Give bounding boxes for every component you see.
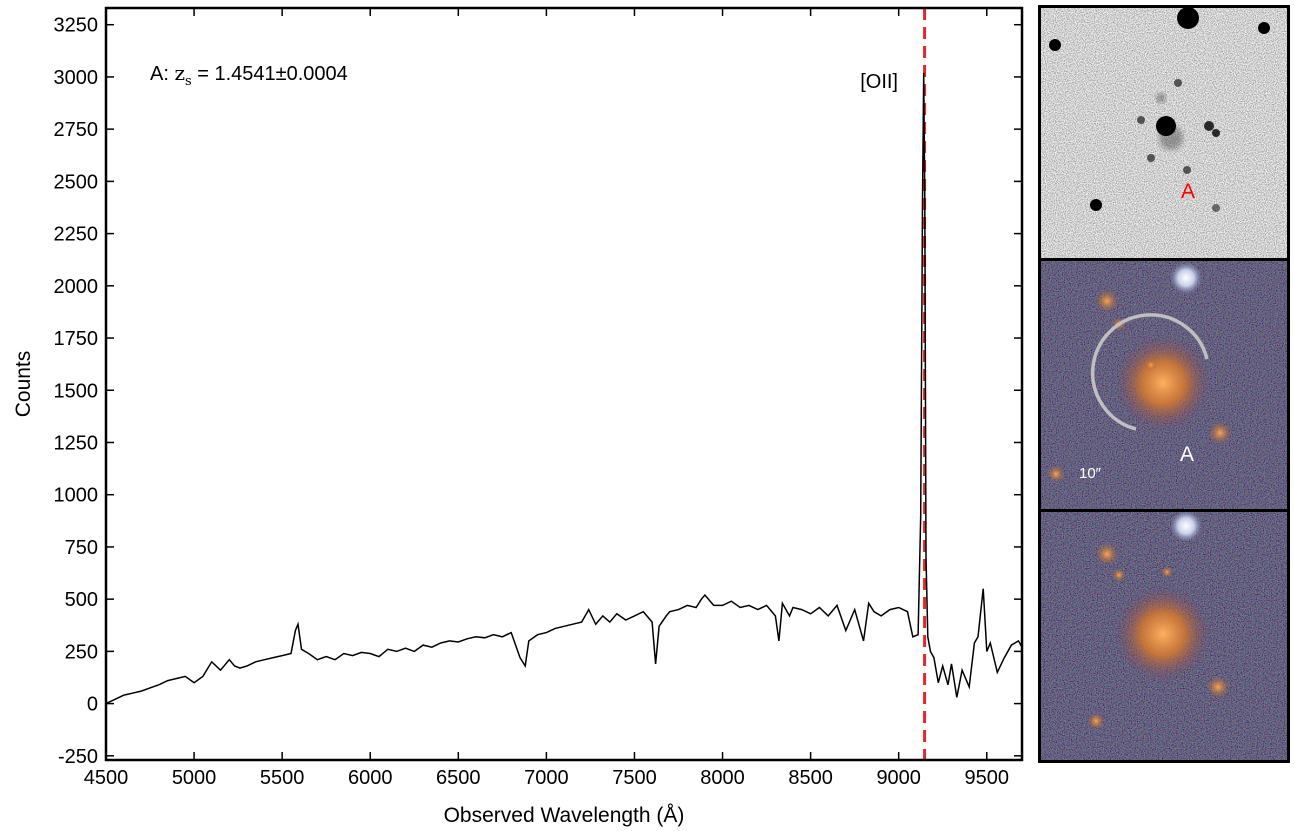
y-tick-label: 750 bbox=[65, 537, 98, 559]
y-tick-label: -250 bbox=[58, 746, 98, 768]
x-tick-label: 7500 bbox=[612, 767, 657, 789]
annotation-label: A: bbox=[150, 63, 174, 85]
x-tick-label: 9000 bbox=[876, 767, 921, 789]
color-image-panel bbox=[1038, 509, 1290, 763]
y-axis-title: Counts bbox=[12, 351, 35, 418]
y-tick-label: 250 bbox=[65, 641, 98, 663]
redshift-annotation: A: zs = 1.4541±0.0004 bbox=[150, 61, 348, 89]
y-tick-label: 0 bbox=[87, 694, 98, 716]
annotation-z: z bbox=[174, 61, 185, 85]
x-tick-label: 8500 bbox=[788, 767, 833, 789]
x-tick-label: 5500 bbox=[260, 767, 305, 789]
axis-group: 4500 5000 5500 6000 6500 7000 7500 8000 8500 9000… bbox=[54, 8, 1022, 789]
y-tick-label: 2500 bbox=[54, 171, 99, 193]
x-tick-label: 9500 bbox=[965, 767, 1010, 789]
y-tick-label: 1250 bbox=[54, 432, 99, 454]
x-tick-label: 6000 bbox=[348, 767, 393, 789]
y-tick-label: 2250 bbox=[54, 224, 99, 246]
x-tick-label: 5000 bbox=[172, 767, 217, 789]
x-tick-label: 7000 bbox=[524, 767, 569, 789]
annotation-subscript: s bbox=[185, 74, 192, 89]
scale-bar-label: 10″ bbox=[1079, 465, 1102, 482]
galaxy-sources bbox=[1047, 262, 1232, 483]
image-label-a: A bbox=[1180, 443, 1194, 466]
y-tick-label: 2750 bbox=[54, 119, 99, 141]
color-image-panel-annotated: A 10″ bbox=[1038, 258, 1290, 512]
annotation-value: = 1.4541±0.0004 bbox=[192, 63, 348, 85]
y-tick-label: 1500 bbox=[54, 380, 99, 402]
plot-frame bbox=[104, 6, 1024, 762]
galaxy-sources bbox=[1087, 512, 1230, 730]
oii-line-label: [OII] bbox=[860, 71, 898, 93]
x-tick-label: 4500 bbox=[84, 767, 129, 789]
lensing-arc bbox=[1090, 313, 1209, 431]
y-tick-label: 3250 bbox=[54, 15, 99, 37]
spectrum-series-line bbox=[105, 72, 1023, 705]
spectrum-chart: 4500 5000 5500 6000 6500 7000 7500 8000 8500 9000… bbox=[12, 6, 1024, 827]
x-axis-title: Observed Wavelength (Å) bbox=[444, 804, 685, 827]
y-tick-label: 1000 bbox=[54, 485, 99, 507]
x-tick-label: 6500 bbox=[436, 767, 481, 789]
y-tick-label: 1750 bbox=[54, 328, 99, 350]
y-tick-label: 500 bbox=[65, 589, 98, 611]
y-tick-label: 3000 bbox=[54, 67, 99, 89]
grayscale-image-panel: A bbox=[1038, 5, 1290, 261]
y-tick-label: 2000 bbox=[54, 276, 99, 298]
x-tick-label: 8000 bbox=[700, 767, 745, 789]
image-label-a: A bbox=[1181, 180, 1195, 203]
galaxy-blobs bbox=[1049, 8, 1270, 212]
